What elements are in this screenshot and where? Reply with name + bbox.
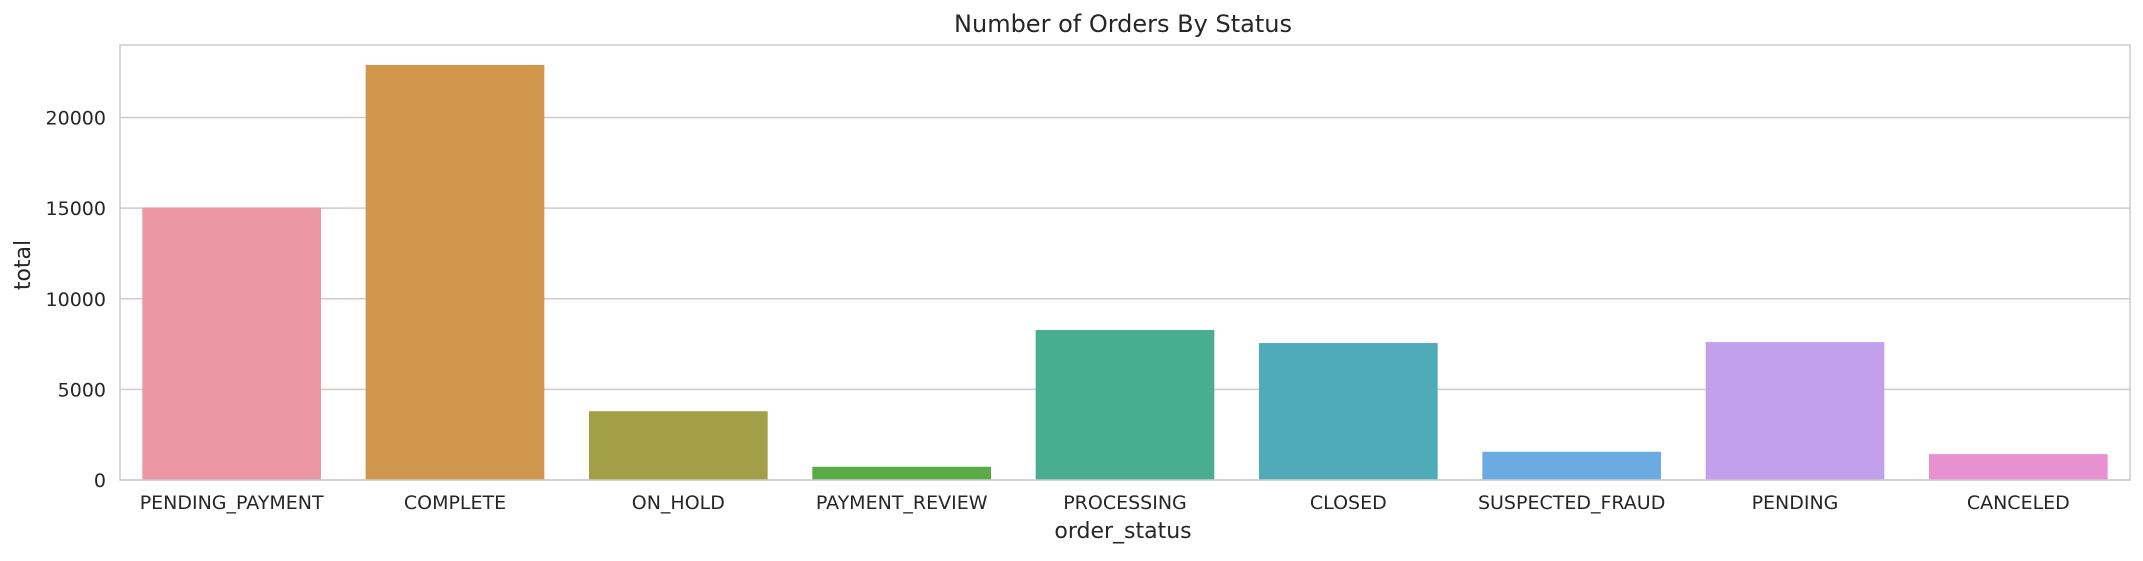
y-tick-label: 5000 xyxy=(58,379,106,401)
y-tick-label: 15000 xyxy=(46,198,106,220)
x-axis-label: order_status xyxy=(1054,519,1191,544)
chart-title: Number of Orders By Status xyxy=(954,10,1292,38)
bar-pending xyxy=(1705,342,1885,480)
bar-complete xyxy=(365,64,545,480)
x-tick-label: PROCESSING xyxy=(1063,492,1187,514)
bar-processing xyxy=(1035,330,1215,480)
bar-pending-payment xyxy=(142,207,321,481)
y-tick-label: 0 xyxy=(94,470,106,492)
x-tick-label: PAYMENT_REVIEW xyxy=(816,492,988,514)
bars xyxy=(142,64,2108,481)
x-tick-label: PENDING xyxy=(1752,492,1839,514)
bar-canceled xyxy=(1929,454,2108,480)
bar-suspected-fraud xyxy=(1482,451,1661,480)
x-tick-label: SUSPECTED_FRAUD xyxy=(1478,492,1665,514)
x-tick-label: COMPLETE xyxy=(404,492,506,514)
x-tick-label: ON_HOLD xyxy=(632,492,725,514)
x-tick-label: PENDING_PAYMENT xyxy=(140,492,324,514)
y-tick-labels: 0 5000 10000 15000 20000 xyxy=(46,108,106,493)
y-tick-label: 10000 xyxy=(46,289,106,311)
bar-payment-review xyxy=(812,466,991,480)
bar-closed xyxy=(1259,343,1438,480)
x-tick-labels: PENDING_PAYMENT COMPLETE ON_HOLD PAYMENT_RE… xyxy=(140,492,2070,514)
y-axis-label: total xyxy=(11,240,36,290)
x-tick-label: CLOSED xyxy=(1310,492,1387,514)
plot-frame xyxy=(119,44,2131,481)
x-tick-label: CANCELED xyxy=(1967,492,2070,514)
bar-on-hold xyxy=(589,411,768,480)
y-tick-label: 20000 xyxy=(46,108,106,130)
